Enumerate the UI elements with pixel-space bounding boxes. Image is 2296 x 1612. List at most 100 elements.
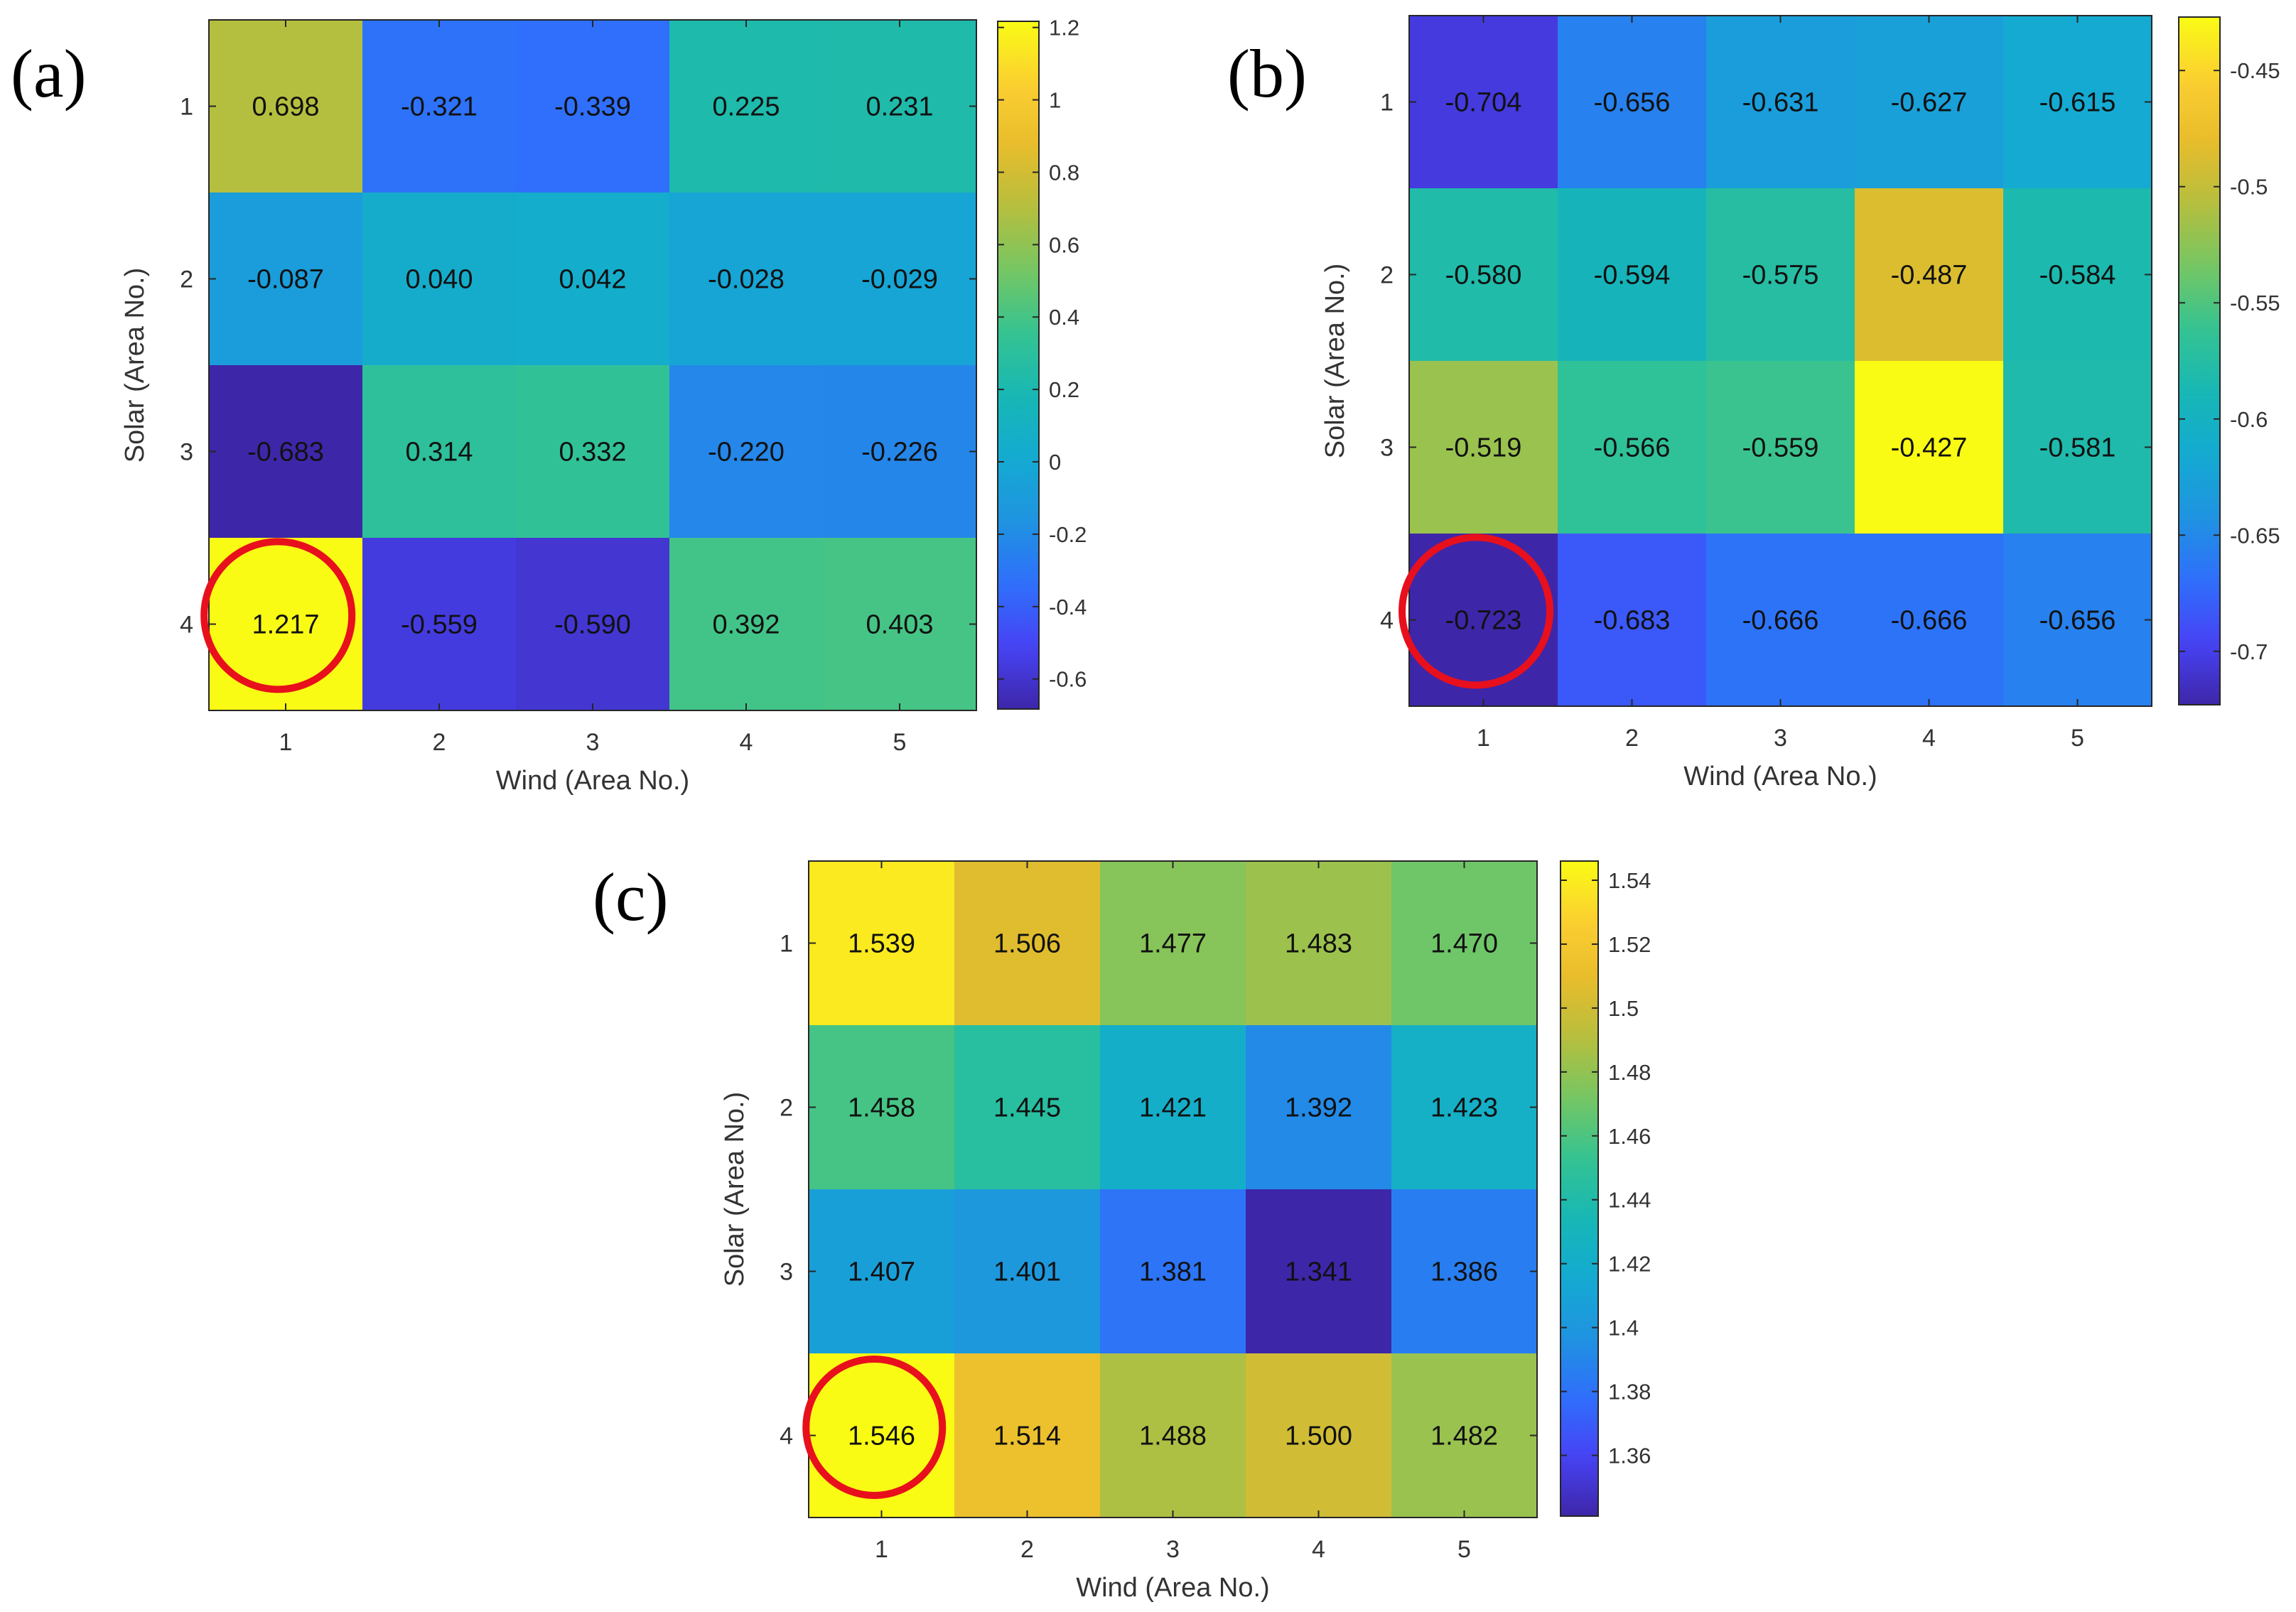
colorbar-tick-label: -0.65 bbox=[2230, 523, 2280, 548]
x-tick-label: 1 bbox=[1477, 725, 1490, 752]
y-tick-label: 2 bbox=[780, 1095, 793, 1122]
cell-value-label: 0.332 bbox=[559, 438, 626, 467]
cell-value-label: -0.656 bbox=[1594, 88, 1671, 118]
heatmap-cell bbox=[1100, 1353, 1246, 1518]
x-tick-label: 4 bbox=[1922, 725, 1936, 752]
colorbar-tick-label: 1.46 bbox=[1608, 1124, 1651, 1149]
cell-value-label: 1.482 bbox=[1430, 1422, 1498, 1451]
heatmap-cell bbox=[1855, 534, 2004, 707]
heatmap-cell bbox=[823, 193, 977, 366]
cell-value-label: -0.594 bbox=[1594, 261, 1671, 291]
cell-value-label: 1.458 bbox=[848, 1093, 915, 1123]
y-tick-label: 3 bbox=[1380, 435, 1394, 462]
cell-value-label: -0.566 bbox=[1594, 433, 1671, 463]
colorbar-tick-label: 0.2 bbox=[1049, 377, 1079, 402]
y-tick-label: 4 bbox=[1380, 607, 1394, 634]
x-tick-label: 5 bbox=[1457, 1536, 1471, 1563]
panel-label: (c) bbox=[593, 859, 669, 935]
cell-value-label: -0.666 bbox=[1742, 606, 1819, 636]
heatmap-cell bbox=[1391, 861, 1538, 1026]
panel-label: (b) bbox=[1227, 36, 1307, 112]
heatmap-cell bbox=[1100, 1189, 1246, 1354]
cell-value-label: -0.029 bbox=[861, 265, 938, 295]
cell-value-label: -0.723 bbox=[1445, 606, 1522, 636]
heatmap-cell bbox=[362, 365, 517, 539]
cell-value-label: 0.042 bbox=[559, 265, 626, 295]
cell-value-label: 1.477 bbox=[1139, 929, 1207, 959]
heatmap-cell bbox=[516, 193, 670, 366]
cell-value-label: -0.584 bbox=[2039, 261, 2116, 291]
colorbar-tick-label: -0.2 bbox=[1049, 522, 1087, 547]
cell-value-label: -0.226 bbox=[861, 438, 938, 467]
colorbar bbox=[1560, 860, 1599, 1517]
heatmap-cell bbox=[1409, 361, 1558, 534]
heatmap-cell bbox=[362, 20, 517, 193]
heatmap-cell bbox=[669, 365, 824, 539]
colorbar-tick-label: 1.54 bbox=[1608, 868, 1651, 893]
cell-value-label: -0.575 bbox=[1742, 261, 1819, 291]
heatmap-panel-b: -0.704 -0.656 -0.631 -0.627 -0.615-0.580 -0.5… bbox=[1227, 15, 2280, 791]
heatmap-cell bbox=[1558, 188, 1707, 362]
x-tick-label: 1 bbox=[279, 729, 293, 756]
heatmap-cell bbox=[516, 538, 670, 711]
heatmap-cell bbox=[1409, 188, 1558, 362]
cell-value-label: -0.590 bbox=[554, 610, 631, 640]
cell-value-label: 1.483 bbox=[1285, 929, 1352, 959]
heatmap-cell bbox=[823, 538, 977, 711]
cell-value-label: 0.698 bbox=[252, 92, 319, 122]
cell-value-label: -0.028 bbox=[708, 265, 785, 295]
heatmap-cell bbox=[1246, 1025, 1392, 1190]
colorbar-tick-label: 0.8 bbox=[1049, 160, 1079, 185]
x-tick-label: 2 bbox=[1020, 1536, 1034, 1563]
colorbar-tick-label: 0 bbox=[1049, 450, 1061, 475]
heatmap-cell bbox=[954, 1353, 1101, 1518]
cell-value-label: -0.321 bbox=[401, 92, 478, 122]
heatmap-cell bbox=[954, 1189, 1101, 1354]
y-tick-label: 4 bbox=[780, 1423, 793, 1450]
cell-value-label: -0.559 bbox=[1742, 433, 1819, 463]
heatmap-cell bbox=[1855, 16, 2004, 189]
x-tick-label: 3 bbox=[1166, 1536, 1180, 1563]
heatmap-cell bbox=[1706, 534, 1855, 707]
cell-value-label: 1.341 bbox=[1285, 1257, 1352, 1287]
heatmap-cell bbox=[669, 20, 824, 193]
cell-value-label: -0.580 bbox=[1445, 261, 1522, 291]
cell-value-label: -0.666 bbox=[1891, 606, 1968, 636]
cell-value-label: -0.339 bbox=[554, 92, 631, 122]
heatmap-cell bbox=[2003, 361, 2152, 534]
heatmap-cell bbox=[209, 193, 363, 366]
heatmap-cell bbox=[1246, 1189, 1392, 1354]
cell-value-label: 1.421 bbox=[1139, 1093, 1207, 1123]
heatmap-cell bbox=[1706, 16, 1855, 189]
y-tick-label: 4 bbox=[180, 612, 193, 639]
highlight-circle bbox=[802, 1355, 947, 1499]
heatmap-cell bbox=[954, 1025, 1101, 1190]
x-tick-label: 2 bbox=[433, 729, 446, 756]
cell-value-label: -0.487 bbox=[1891, 261, 1968, 291]
heatmap-cell bbox=[2003, 16, 2152, 189]
y-tick-label: 2 bbox=[1380, 262, 1394, 289]
cell-value-label: 0.040 bbox=[405, 265, 473, 295]
panel-label: (a) bbox=[11, 36, 87, 112]
x-tick-label: 5 bbox=[893, 729, 907, 756]
cell-value-label: -0.519 bbox=[1445, 433, 1522, 463]
heatmap-cell bbox=[1558, 534, 1707, 707]
cell-value-label: -0.627 bbox=[1891, 88, 1968, 118]
heatmap-cell bbox=[1409, 16, 1558, 189]
cell-value-label: -0.631 bbox=[1742, 88, 1819, 118]
colorbar-tick-label: 1 bbox=[1049, 88, 1061, 113]
colorbar bbox=[2178, 16, 2221, 705]
colorbar-tick-label: 1.4 bbox=[1608, 1316, 1639, 1341]
cell-value-label: -0.615 bbox=[2039, 88, 2116, 118]
heatmap-cell bbox=[1391, 1189, 1538, 1354]
cell-value-label: 1.514 bbox=[993, 1422, 1061, 1451]
x-tick-label: 5 bbox=[2071, 725, 2084, 752]
colorbar-tick-label: -0.5 bbox=[2230, 175, 2268, 200]
heatmap-cell bbox=[669, 538, 824, 711]
highlight-circle bbox=[200, 538, 356, 693]
cell-value-label: -0.581 bbox=[2039, 433, 2116, 463]
x-axis-label: Wind (Area No.) bbox=[1076, 1573, 1269, 1603]
colorbar-tick-label: -0.6 bbox=[1049, 667, 1087, 692]
colorbar-tick-label: 1.52 bbox=[1608, 932, 1651, 957]
heatmap-cell bbox=[1246, 1353, 1392, 1518]
